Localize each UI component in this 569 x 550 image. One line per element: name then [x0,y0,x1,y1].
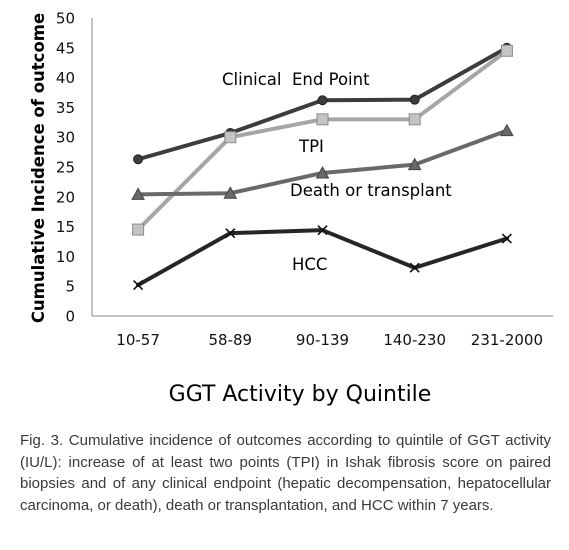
data-point [315,165,330,179]
series-1 [132,44,513,236]
y-tick-label: 50 [56,10,75,28]
y-tick-label: 30 [56,129,75,147]
series-label-death-transplant: Death or transplant [290,181,452,200]
data-point [500,123,514,137]
data-point [132,223,145,236]
data-point [133,154,144,165]
x-axis-title: GGT Activity by Quintile [169,382,432,407]
x-tick-label: 90-139 [296,331,349,349]
series-3 [133,225,512,291]
data-point [409,94,420,105]
data-point [225,228,236,239]
data-point [316,113,329,126]
y-axis-title: Cumulative Incidence of outcome [29,13,48,323]
x-tick-label: 58-89 [209,331,253,349]
x-axis-ticks: 10-57 58-89 90-139 140-230 231-2000 [116,331,543,349]
x-tick-label: 231-2000 [471,331,543,349]
data-point [133,279,144,291]
data-point [409,262,420,273]
data-point [224,131,237,144]
data-point [317,225,328,236]
y-tick-label: 35 [56,99,75,117]
series-2 [131,123,514,200]
y-tick-label: 25 [56,159,75,177]
data-point [131,187,145,200]
data-point [501,233,512,244]
data-point [223,186,238,199]
series-0 [133,42,512,165]
data-point [408,113,421,126]
y-tick-label: 10 [56,248,75,266]
y-tick-label: 20 [56,188,75,206]
series-layer [131,42,514,291]
data-point [317,95,328,106]
x-tick-label: 140-230 [383,331,446,349]
y-tick-label: 5 [65,278,75,296]
figure-caption: Fig. 3. Cumulative incidence of outcomes… [20,432,551,514]
series-label-clinical: Clinical End Point [222,70,370,89]
series-label-tpi: TPI [298,137,324,156]
data-point [407,157,422,171]
y-axis-ticks: 0 5 10 15 20 25 30 35 40 45 50 [56,10,75,326]
y-tick-label: 45 [56,39,75,57]
series-label-hcc: HCC [292,255,327,274]
x-tick-label: 10-57 [116,331,160,349]
y-tick-label: 40 [56,69,75,87]
chart: 0 5 10 15 20 25 30 35 40 45 50 10-57 58-89 90-139 140… [29,10,553,407]
y-tick-label: 0 [65,308,75,326]
y-tick-label: 15 [56,218,75,236]
data-point [500,44,513,57]
